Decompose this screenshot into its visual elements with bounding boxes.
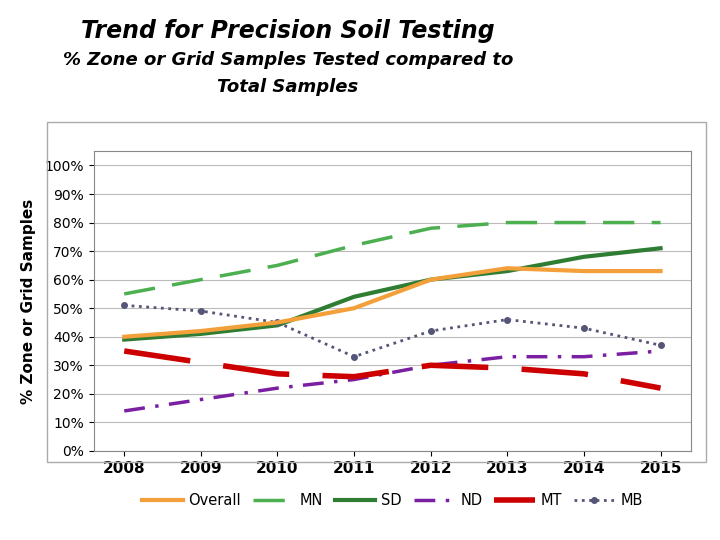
Text: % Zone or Grid Samples Tested compared to: % Zone or Grid Samples Tested compared t… <box>63 51 513 69</box>
Legend: Overall, MN, SD, ND, MT, MB: Overall, MN, SD, ND, MT, MB <box>136 488 649 514</box>
Text: Total Samples: Total Samples <box>217 78 359 96</box>
Text: Trend for Precision Soil Testing: Trend for Precision Soil Testing <box>81 19 495 43</box>
Y-axis label: % Zone or Grid Samples: % Zone or Grid Samples <box>21 198 36 404</box>
